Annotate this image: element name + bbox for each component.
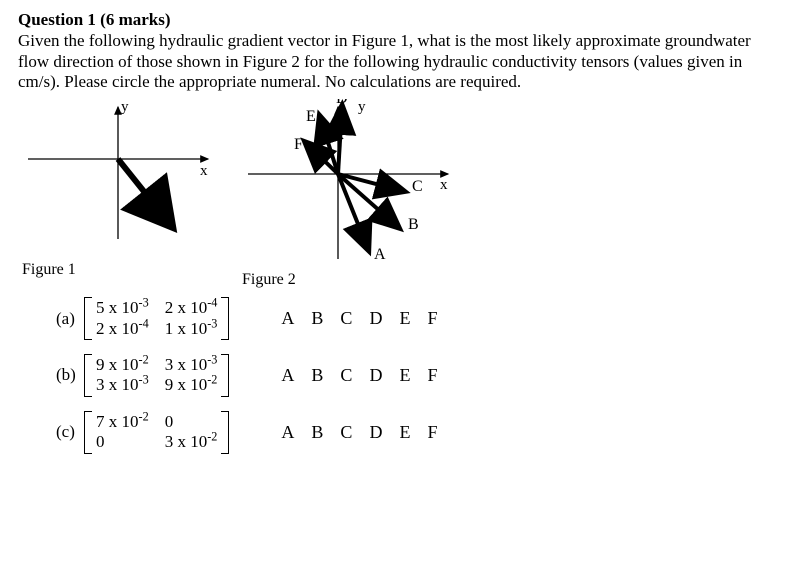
tensor-cell: 0 — [96, 432, 149, 452]
answer-choice-a[interactable]: A — [281, 308, 295, 329]
fig1-x-label: x — [200, 163, 208, 179]
answer-choice-c[interactable]: C — [340, 365, 353, 386]
answer-choices: ABCDEF — [281, 365, 438, 386]
direction-label-f: F — [294, 136, 303, 153]
fig1-y-label: y — [121, 99, 129, 115]
direction-label-d: D — [336, 99, 348, 107]
part-row: (a)5 x 10-32 x 10-42 x 10-41 x 10-3ABCDE… — [56, 297, 774, 340]
conductivity-tensor: 5 x 10-32 x 10-42 x 10-41 x 10-3 — [84, 297, 229, 340]
tensor-cell: 9 x 10-2 — [165, 375, 218, 395]
figure-1: y x Figure 1 — [18, 99, 218, 289]
conductivity-tensor: 7 x 10-2003 x 10-2 — [84, 411, 229, 454]
answer-choice-c[interactable]: C — [340, 422, 353, 443]
figure-1-label: Figure 1 — [18, 261, 218, 279]
part-row: (c)7 x 10-2003 x 10-2ABCDEF — [56, 411, 774, 454]
figure-2-svg: y x A B C D EF — [238, 99, 458, 269]
question-body: Given the following hydraulic gradient v… — [18, 31, 774, 93]
conductivity-tensor: 9 x 10-23 x 10-33 x 10-39 x 10-2 — [84, 354, 229, 397]
direction-label-a: A — [374, 246, 386, 263]
tensor-cell: 3 x 10-2 — [165, 432, 218, 452]
part-letter: (c) — [56, 422, 84, 442]
direction-label-c: C — [412, 178, 423, 195]
answer-choice-a[interactable]: A — [281, 422, 295, 443]
answer-choice-e[interactable]: E — [399, 365, 411, 386]
answer-choice-e[interactable]: E — [399, 422, 411, 443]
tensor-cell: 1 x 10-3 — [165, 319, 218, 339]
answer-choice-b[interactable]: B — [311, 422, 324, 443]
tensor-cell: 2 x 10-4 — [96, 319, 149, 339]
direction-label-b: B — [408, 216, 419, 233]
parts-container: (a)5 x 10-32 x 10-42 x 10-41 x 10-3ABCDE… — [56, 297, 774, 453]
tensor-cell: 3 x 10-3 — [96, 375, 149, 395]
direction-label-e: E — [306, 108, 316, 125]
answer-choice-e[interactable]: E — [399, 308, 411, 329]
answer-choice-a[interactable]: A — [281, 365, 295, 386]
gradient-vector — [118, 159, 166, 219]
part-row: (b)9 x 10-23 x 10-33 x 10-39 x 10-2ABCDE… — [56, 354, 774, 397]
answer-choices: ABCDEF — [281, 422, 438, 443]
question-title: Question 1 (6 marks) — [18, 10, 774, 30]
answer-choice-d[interactable]: D — [369, 308, 383, 329]
fig2-y-label: y — [358, 99, 366, 115]
fig2-x-label: x — [440, 177, 448, 193]
tensor-cell: 7 x 10-2 — [96, 412, 149, 432]
answer-choice-c[interactable]: C — [340, 308, 353, 329]
answer-choice-d[interactable]: D — [369, 365, 383, 386]
part-letter: (a) — [56, 309, 84, 329]
answer-choices: ABCDEF — [281, 308, 438, 329]
figure-2-label: Figure 2 — [238, 271, 458, 289]
answer-choice-b[interactable]: B — [311, 365, 324, 386]
answer-choice-f[interactable]: F — [427, 365, 438, 386]
answer-choice-f[interactable]: F — [427, 308, 438, 329]
answer-choice-d[interactable]: D — [369, 422, 383, 443]
part-letter: (b) — [56, 365, 84, 385]
figure-1-svg: y x — [18, 99, 218, 259]
figure-2: y x A B C D EF Figure 2 — [238, 99, 458, 289]
figures-row: y x Figure 1 y x — [18, 99, 774, 289]
answer-choice-f[interactable]: F — [427, 422, 438, 443]
answer-choice-b[interactable]: B — [311, 308, 324, 329]
